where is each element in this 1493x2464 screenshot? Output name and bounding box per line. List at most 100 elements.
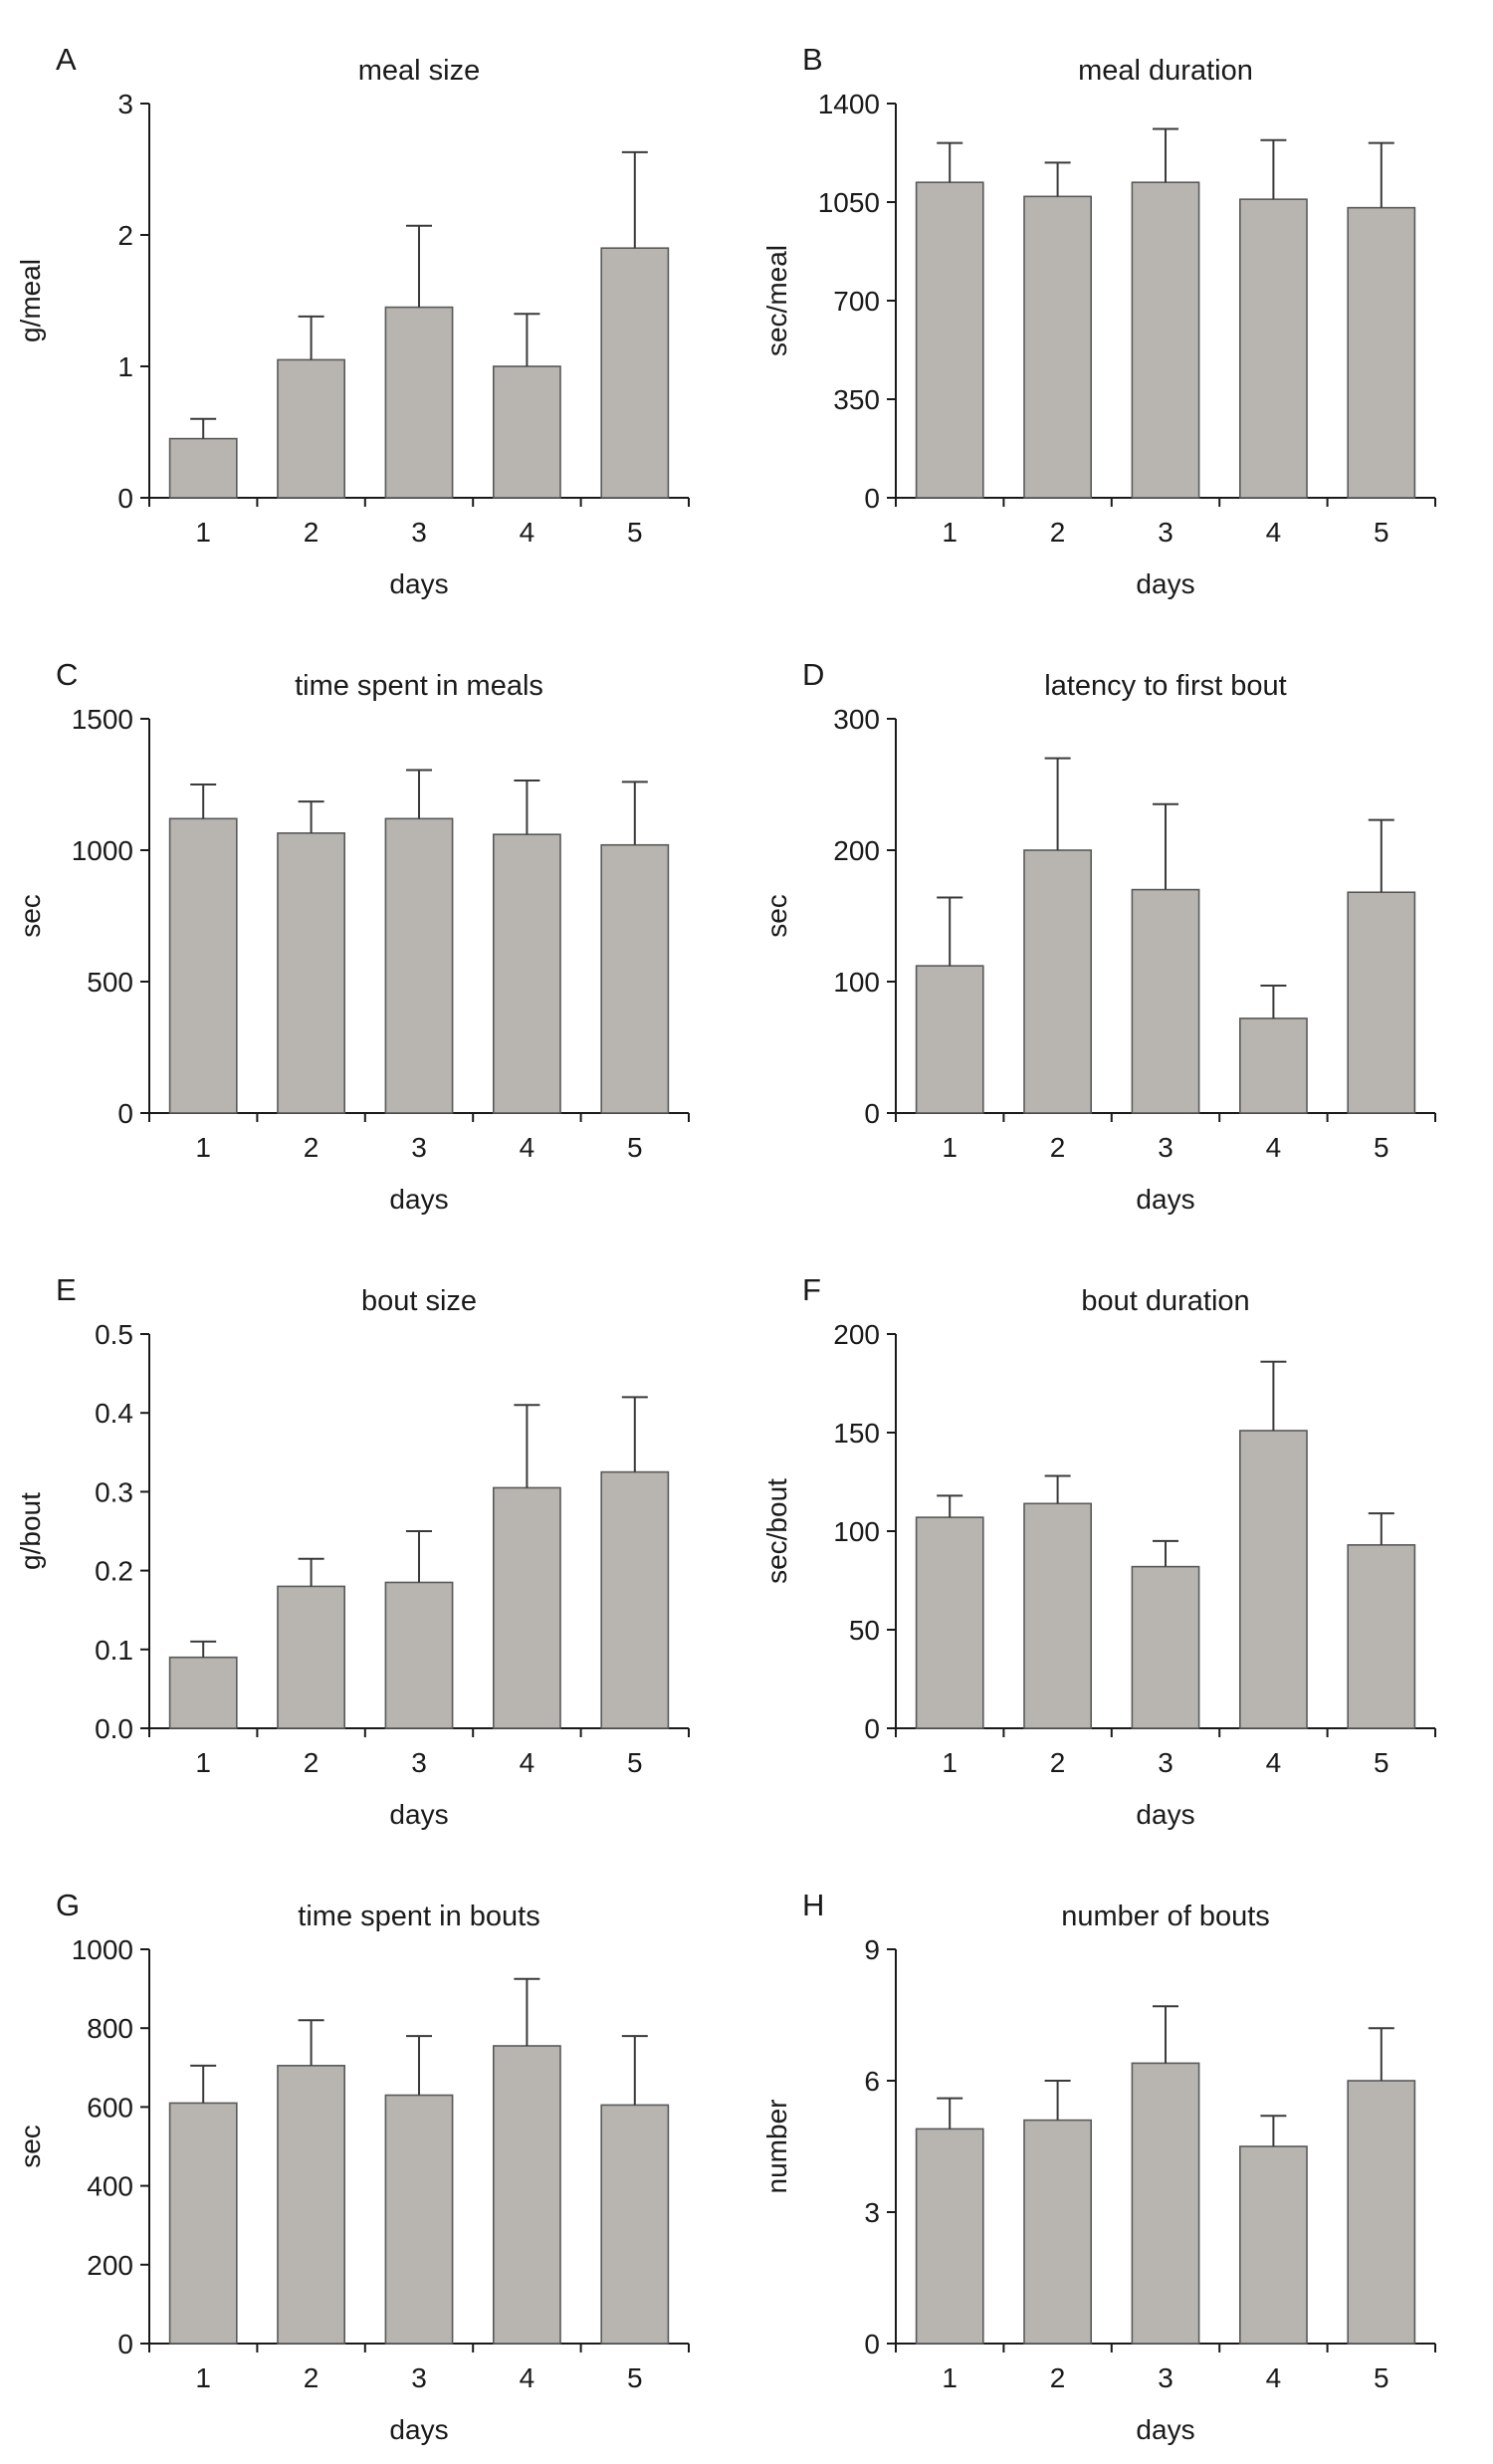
bar-day-1 xyxy=(915,2128,984,2345)
x-axis-label: days xyxy=(1136,1184,1194,1215)
y-axis-label: sec xyxy=(761,894,792,938)
y-tick-label: 0 xyxy=(864,2329,880,2359)
x-tick-label: 5 xyxy=(1374,2362,1389,2393)
y-tick-label: 1050 xyxy=(818,187,880,218)
y-tick-label: 0 xyxy=(117,483,133,514)
x-tick-label: 1 xyxy=(942,517,958,548)
y-tick-label: 9 xyxy=(864,1934,880,1965)
x-tick-label: 5 xyxy=(1374,1132,1389,1163)
x-tick-label: 5 xyxy=(627,517,643,548)
panel-letter: H xyxy=(802,1888,824,1922)
bar-day-4 xyxy=(492,2045,561,2345)
x-tick-label: 3 xyxy=(1158,1747,1173,1778)
x-tick-label: 4 xyxy=(520,1132,535,1163)
x-tick-label: 2 xyxy=(304,1132,320,1163)
x-tick-label: 1 xyxy=(942,1132,958,1163)
x-tick-label: 2 xyxy=(1050,1747,1066,1778)
y-tick-label: 200 xyxy=(87,2250,133,2281)
x-tick-label: 3 xyxy=(411,1132,427,1163)
x-tick-label: 4 xyxy=(1266,1132,1282,1163)
y-tick-label: 0.2 xyxy=(95,1556,133,1587)
y-axis-label: sec/bout xyxy=(761,1478,792,1584)
x-tick-label: 1 xyxy=(195,2362,211,2393)
panel-letter: D xyxy=(802,657,824,692)
y-tick-label: 0.0 xyxy=(95,1713,133,1744)
x-tick-label: 1 xyxy=(195,1132,211,1163)
bar-day-2 xyxy=(277,832,346,1114)
x-tick-label: 5 xyxy=(627,1747,643,1778)
chart-title: latency to first bout xyxy=(1044,670,1286,702)
bar-day-1 xyxy=(915,181,984,499)
bar-day-4 xyxy=(492,1486,561,1729)
bar-day-2 xyxy=(1023,2119,1093,2345)
y-tick-label: 150 xyxy=(833,1418,880,1449)
y-tick-label: 200 xyxy=(833,835,880,866)
bar-day-2 xyxy=(1023,849,1093,1114)
y-tick-label: 500 xyxy=(87,967,133,998)
y-axis-label: g/meal xyxy=(15,259,46,342)
bar-day-4 xyxy=(1238,2145,1308,2345)
y-axis-label: number xyxy=(761,2100,792,2194)
bar-day-4 xyxy=(1238,1017,1308,1114)
x-axis-label: days xyxy=(389,1184,448,1215)
bar-day-3 xyxy=(384,817,454,1114)
bar-day-2 xyxy=(1023,1502,1093,1729)
y-tick-label: 300 xyxy=(833,704,880,735)
bar-day-5 xyxy=(1347,891,1416,1114)
x-axis-label: days xyxy=(1136,2414,1194,2445)
bar-day-3 xyxy=(1131,888,1200,1114)
y-tick-label: 1000 xyxy=(72,1934,133,1965)
x-tick-label: 2 xyxy=(1050,517,1066,548)
chart-title: number of bouts xyxy=(1061,1901,1270,1932)
y-tick-label: 1000 xyxy=(72,835,133,866)
x-tick-label: 4 xyxy=(520,1747,535,1778)
x-axis-label: days xyxy=(389,568,448,599)
bar-day-5 xyxy=(600,843,670,1114)
x-tick-label: 3 xyxy=(411,517,427,548)
y-tick-label: 0 xyxy=(864,483,880,514)
bar-day-1 xyxy=(915,1516,984,1729)
x-axis-label: days xyxy=(389,2414,448,2445)
chart-background xyxy=(746,1231,1493,1846)
y-tick-label: 600 xyxy=(87,2092,133,2123)
x-tick-label: 3 xyxy=(411,1747,427,1778)
y-tick-label: 3 xyxy=(117,89,133,119)
x-axis-label: days xyxy=(1136,568,1194,599)
y-tick-label: 1500 xyxy=(72,704,133,735)
y-tick-label: 1400 xyxy=(818,89,880,119)
panel-letter: G xyxy=(56,1888,80,1922)
x-tick-label: 4 xyxy=(520,517,535,548)
panel-letter: F xyxy=(802,1272,821,1307)
bar-day-4 xyxy=(492,365,561,499)
bar-day-5 xyxy=(600,1470,670,1729)
bar-day-3 xyxy=(384,306,454,499)
bar-day-2 xyxy=(277,1585,346,1729)
y-tick-label: 800 xyxy=(87,2013,133,2044)
y-tick-label: 700 xyxy=(833,286,880,317)
x-tick-label: 2 xyxy=(1050,1132,1066,1163)
y-tick-label: 400 xyxy=(87,2171,133,2202)
x-tick-label: 4 xyxy=(1266,1747,1282,1778)
x-tick-label: 1 xyxy=(942,2362,958,2393)
x-tick-label: 5 xyxy=(627,1132,643,1163)
y-tick-label: 0 xyxy=(864,1713,880,1744)
y-tick-label: 0 xyxy=(117,1098,133,1129)
x-tick-label: 1 xyxy=(195,1747,211,1778)
x-tick-label: 3 xyxy=(411,2362,427,2393)
panel-letter: A xyxy=(56,42,77,77)
y-tick-label: 0.1 xyxy=(95,1635,133,1666)
bar-day-3 xyxy=(1131,1565,1200,1729)
y-axis-label: sec/meal xyxy=(761,245,792,356)
bar-day-1 xyxy=(168,1656,238,1729)
x-tick-label: 4 xyxy=(1266,2362,1282,2393)
chart-title: time spent in meals xyxy=(295,670,543,702)
